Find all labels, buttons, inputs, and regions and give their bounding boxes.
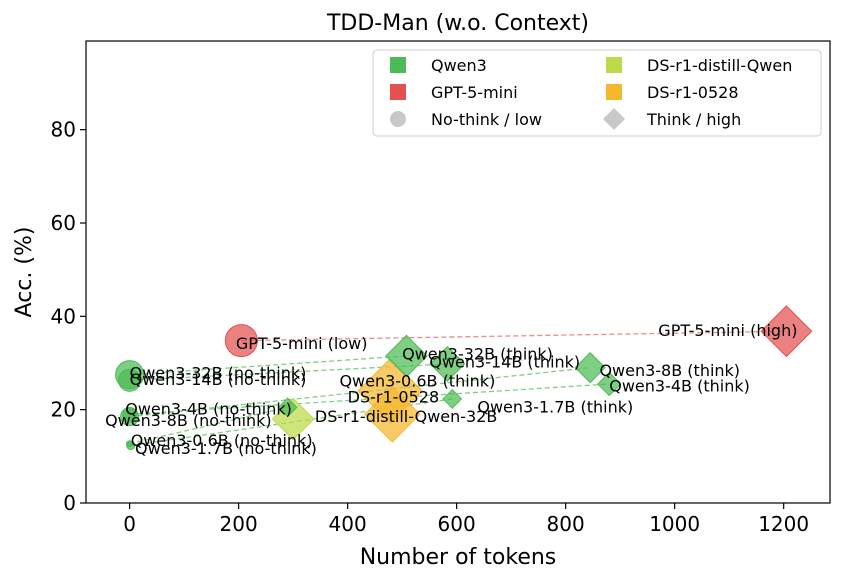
legend-marker-qwen3 <box>390 57 406 73</box>
x-tick-label: 0 <box>123 512 136 536</box>
point-qwen3-4b-think <box>597 371 622 397</box>
x-tick-label: 1000 <box>649 512 700 536</box>
point-ds-r1-0528-b <box>364 386 421 443</box>
label-ds-r1-0528: DS-r1-0528 <box>348 388 440 407</box>
y-tick-label: 0 <box>63 491 76 515</box>
label-qwen3-4b-no-think: Qwen3-4B (no-think) <box>125 399 292 418</box>
legend-marker-gpt-5-mini <box>390 84 406 100</box>
label-qwen3-1-7b-think: Qwen3-1.7B (think) <box>477 397 633 416</box>
legend-label-ds-r1-0528: DS-r1-0528 <box>647 83 739 102</box>
label-ds-r1-distill-qwen-32b: DS-r1-distill-Qwen-32B <box>315 407 497 426</box>
legend-label-gpt-5-mini: GPT-5-mini <box>431 83 518 102</box>
x-tick-label: 1200 <box>758 512 809 536</box>
y-axis: 0 20 40 60 80 <box>51 118 86 515</box>
label-qwen3-14b-no-think: Qwen3-14B (no-think) <box>130 370 307 389</box>
legend: Qwen3 DS-r1-distill-Qwen GPT-5-mini DS-r1-0… <box>372 49 822 137</box>
x-tick-label: 600 <box>438 512 476 536</box>
labels-layer: Qwen3-32B (no-think)Qwen3-14B (no-think)… <box>105 321 797 458</box>
x-axis-title: Number of tokens <box>360 545 557 570</box>
label-qwen3-32b-think: Qwen3-32B (think) <box>402 345 553 364</box>
legend-label-think-high: Think / high <box>646 110 741 129</box>
point-qwen3-14b-think <box>429 345 466 382</box>
legend-marker-ds-r1-0528 <box>606 84 622 100</box>
x-tick-label: 200 <box>220 512 258 536</box>
legend-marker-ds-r1-distill-qwen <box>606 57 622 73</box>
legend-box <box>372 49 822 137</box>
point-qwen3-0-6b-think <box>277 397 298 418</box>
legend-label-ds-r1-distill-qwen: DS-r1-distill-Qwen <box>647 56 792 75</box>
y-tick-label: 20 <box>51 398 76 422</box>
legend-label-qwen3: Qwen3 <box>431 56 487 75</box>
y-tick-label: 80 <box>51 118 76 142</box>
point-gpt-5-mini-low <box>224 324 258 358</box>
point-qwen3-14b-no-think <box>118 368 142 392</box>
label-qwen3-32b-no-think: Qwen3-32B (no-think) <box>130 363 307 382</box>
legend-marker-no-think-low <box>390 111 406 127</box>
label-gpt-5-mini-low: GPT-5-mini (low) <box>236 334 368 353</box>
x-tick-label: 400 <box>329 512 367 536</box>
label-qwen3-14b-think: Qwen3-14B (think) <box>429 353 580 372</box>
point-qwen3-4b-no-think <box>122 406 138 422</box>
connection-qwen3-8b-no-think <box>129 367 591 418</box>
label-qwen3-4b-think: Qwen3-4B (think) <box>609 376 750 395</box>
points-layer <box>115 305 813 451</box>
plot-frame <box>85 40 831 504</box>
y-axis-title: Acc. (%) <box>12 227 37 318</box>
label-qwen3-1-7b-no-think: Qwen3-1.7B (no-think) <box>135 439 317 458</box>
point-qwen3-0-6b-no-think <box>126 440 134 448</box>
connection-qwen3-32b-no-think <box>129 355 407 376</box>
point-qwen3-32b-think <box>385 334 428 378</box>
label-qwen3-8b-no-think: Qwen3-8B (no-think) <box>105 411 272 430</box>
label-gpt-5-mini-high: GPT-5-mini (high) <box>658 321 797 340</box>
point-qwen3-1-7b-think <box>442 389 463 409</box>
point-qwen3-8b-think <box>574 352 606 384</box>
point-gpt-5-mini-high <box>760 305 813 358</box>
label-qwen3-8b-think: Qwen3-8B (think) <box>599 361 740 380</box>
x-tick-label: 800 <box>547 512 585 536</box>
y-tick-label: 60 <box>51 211 76 235</box>
y-tick-label: 40 <box>51 304 76 328</box>
label-qwen3-0-6b-no-think: Qwen3-0.6B (no-think) <box>131 431 313 450</box>
label-qwen3-0-6b-think: Qwen3-0.6B (think) <box>339 372 495 391</box>
connection-qwen3-0-6b-no-think <box>129 406 288 445</box>
legend-marker-think-high <box>603 108 625 130</box>
connection-gpt-5-mini-low <box>241 330 787 342</box>
chart-title: TDD-Man (w.o. Context) <box>326 11 589 36</box>
legend-label-no-think-low: No-think / low <box>431 110 542 129</box>
x-axis: 0 200 400 600 800 1000 1200 <box>123 503 809 536</box>
